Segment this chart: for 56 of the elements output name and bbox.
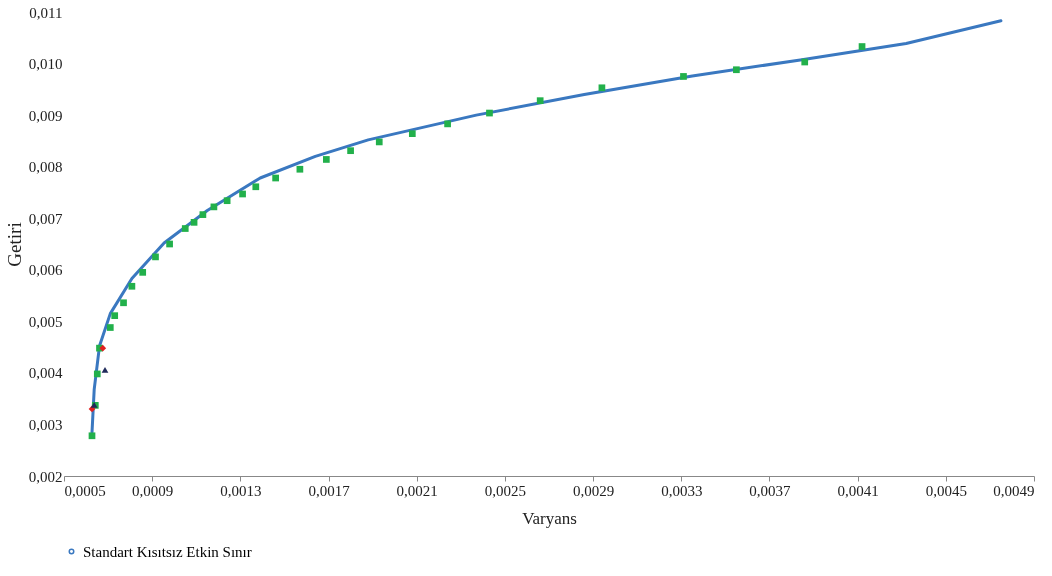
point [272, 174, 279, 182]
point [598, 84, 606, 92]
y-axis-title: Getiri [3, 222, 25, 267]
point [858, 43, 866, 50]
y-tick-label: 0,003 [28, 416, 63, 433]
x-tick-label: 0,0025 [484, 482, 527, 499]
x-tick-label: 0,0017 [308, 482, 351, 499]
point [733, 66, 740, 74]
point [99, 344, 107, 352]
point [444, 120, 451, 128]
point [181, 225, 189, 232]
y-tick-label: 0,009 [28, 107, 63, 124]
point [101, 366, 109, 373]
y-tick-label: 0,002 [28, 468, 63, 485]
point [152, 253, 159, 261]
point [322, 156, 330, 163]
x-tick-label: 0,0029 [572, 482, 615, 499]
y-tick-label: 0,006 [28, 262, 63, 279]
point [239, 190, 246, 198]
point [536, 97, 544, 105]
point [375, 138, 383, 146]
x-tick-label: 0,0021 [396, 482, 438, 499]
y-tick-label: 0,007 [28, 210, 63, 227]
point [223, 197, 231, 205]
point [106, 324, 114, 331]
point [139, 269, 147, 276]
point [347, 147, 354, 155]
y-tick-label: 0,004 [28, 365, 63, 382]
x-axis-title: Varyans [522, 508, 577, 528]
point [166, 240, 173, 248]
y-tick-label: 0,008 [28, 159, 63, 176]
point [408, 130, 416, 138]
point [88, 432, 96, 440]
x-tick-label: 0,0009 [132, 482, 174, 499]
y-tick-label: 0,005 [28, 313, 63, 330]
point [128, 282, 136, 290]
point [190, 218, 198, 226]
legend-label: Standart Kısıtsız Etkin Sınır [83, 543, 252, 560]
x-tick-label: 0,0045 [925, 482, 967, 499]
point [111, 312, 119, 320]
y-tick-label: 0,010 [28, 56, 63, 73]
point [680, 73, 687, 80]
point [93, 370, 101, 378]
y-tick-label: 0,011 [29, 4, 63, 21]
point [199, 211, 207, 218]
point [801, 58, 809, 66]
x-tick-label: 0,0041 [837, 482, 879, 499]
point [486, 109, 493, 117]
x-tick-label: 0,0013 [220, 482, 262, 499]
point [120, 299, 127, 307]
x-tick-label: 0,0005 [64, 482, 106, 499]
x-tick-label: 0,0033 [661, 482, 703, 499]
point [296, 165, 304, 173]
x-tick-label: 0,0037 [749, 482, 792, 499]
point [252, 183, 260, 191]
x-tick-label: 0,0049 [993, 482, 1035, 499]
